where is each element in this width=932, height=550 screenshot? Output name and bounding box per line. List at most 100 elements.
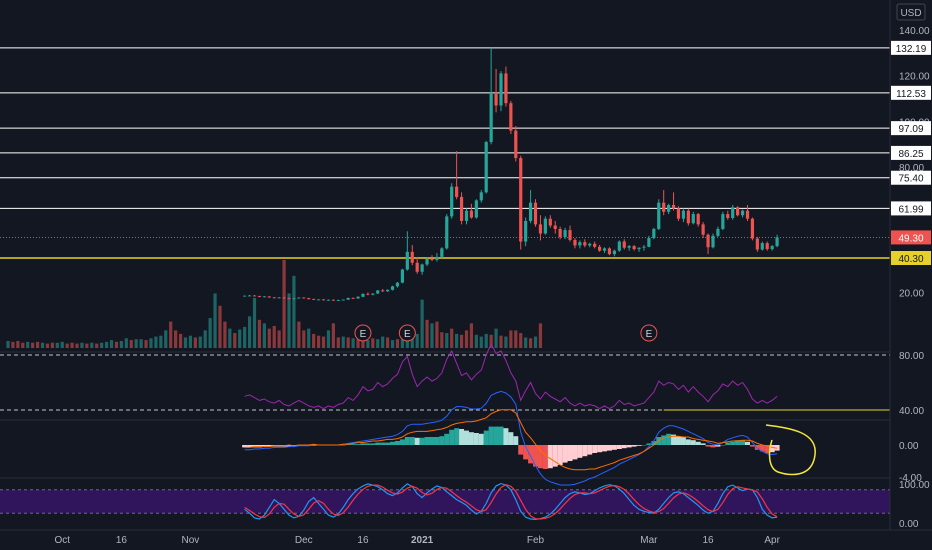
hand-drawn-annotation-circle (765, 424, 816, 476)
candle-body (292, 298, 296, 300)
candle-body (494, 92, 498, 106)
rsi-scale-label-1: 40.00 (899, 406, 924, 417)
macd-histogram-bar (641, 445, 647, 446)
candle-body (371, 293, 375, 295)
macd-histogram-bar (631, 445, 637, 447)
macd-histogram-bar (513, 436, 519, 445)
stoch-scale-label-0: 100.00 (899, 480, 930, 491)
rsi-pane[interactable] (244, 342, 890, 411)
macd-histogram-bar (414, 437, 420, 445)
candle-body (489, 92, 493, 143)
macd-pane[interactable] (242, 390, 816, 486)
level-tag-bg-2 (891, 121, 931, 136)
candle-body (277, 297, 281, 299)
macd-histogram-bar (454, 428, 460, 445)
candle-body (430, 258, 434, 260)
volume-bar (193, 337, 197, 348)
candle-body (504, 73, 508, 104)
volume-bar (70, 342, 74, 348)
volume-bar (479, 336, 483, 348)
candle-body (553, 225, 557, 229)
candle-body (563, 230, 567, 237)
macd-histogram-bar (390, 441, 396, 445)
volume-bar (169, 321, 173, 348)
stoch-scale-label-1: 0.00 (899, 519, 919, 530)
volume-bar (292, 275, 296, 348)
volume-bar (6, 340, 10, 348)
macd-histogram-bar (700, 443, 706, 445)
earnings-marker-1[interactable] (398, 324, 416, 342)
earnings-marker-0[interactable] (354, 324, 372, 342)
time-label-3: Dec (295, 535, 313, 546)
candle-body (578, 242, 582, 246)
macd-histogram-bar (404, 437, 410, 445)
candle-body (607, 248, 612, 255)
volume-bar (469, 323, 474, 348)
macd-histogram-bar (419, 437, 425, 445)
macd-histogram-bar (710, 445, 716, 448)
earnings-marker-2[interactable] (640, 324, 658, 342)
price-scale-label-3: 80.00 (899, 163, 924, 174)
candle-body (321, 299, 326, 301)
volume-bar (425, 319, 429, 348)
macd-histogram-bar (587, 445, 593, 455)
volume-bar (203, 330, 207, 348)
macd-histogram-bar (468, 432, 474, 445)
macd-histogram-bar (730, 441, 736, 445)
macd-histogram-bar (385, 442, 391, 445)
candle-body (405, 251, 409, 270)
candle-body (459, 196, 464, 221)
volume-bar (109, 340, 114, 348)
candle-body (351, 297, 355, 299)
macd-histogram-bar (360, 443, 366, 445)
macd-histogram-bar (754, 445, 760, 450)
horizontal-level-lines[interactable] (0, 47, 890, 259)
volume-bar (134, 339, 138, 348)
currency-badge[interactable] (896, 3, 926, 21)
macd-histogram-bar (769, 445, 775, 453)
volume-bar (124, 338, 128, 348)
time-axis[interactable]: Oct 16 Nov Dec 16 2021 Feb Mar 16 Apr (0, 529, 932, 550)
candle-body (297, 297, 301, 299)
candle-body (514, 130, 518, 159)
candle-body (415, 262, 419, 272)
volume-bar (159, 335, 163, 348)
volume-bar (223, 321, 227, 348)
volume-bar (430, 323, 434, 348)
macd-histogram-bar (498, 426, 504, 445)
level-tag-text-0: 132.19 (896, 44, 927, 55)
macd-histogram-bar (528, 445, 534, 464)
macd-histogram-bar (444, 433, 450, 445)
time-label-4: 16 (357, 535, 369, 546)
macd-histogram-bar (355, 444, 361, 445)
candle-body (331, 299, 335, 301)
time-label-7: Mar (640, 535, 658, 546)
rsi-scale-label-0: 80.00 (899, 351, 924, 362)
level-tag-bg-6 (891, 251, 931, 265)
macd-histogram-bar (685, 439, 691, 445)
candle-body (558, 228, 562, 237)
level-tag-text-2: 97.09 (898, 124, 923, 135)
level-price-tags: 132.19 112.53 97.09 86.25 75.40 61.99 40.30 (891, 40, 931, 265)
macd-histogram-bar (592, 445, 598, 453)
macd-histogram-bar (661, 435, 667, 445)
volume-bar (302, 330, 306, 348)
volume-bar (90, 342, 94, 348)
candle-body (509, 103, 513, 131)
volume-bar (386, 337, 390, 348)
time-label-0: Oct (54, 535, 70, 546)
candle-body (390, 286, 395, 290)
candle-body (312, 299, 316, 300)
macd-histogram-bar (656, 437, 662, 445)
candle-body (267, 296, 271, 298)
stochastic-pane[interactable] (0, 482, 890, 521)
macd-histogram-bar (651, 441, 657, 445)
macd-histogram-bar (562, 445, 568, 463)
candle-body (770, 246, 774, 250)
macd-histogram-bar (266, 445, 272, 447)
